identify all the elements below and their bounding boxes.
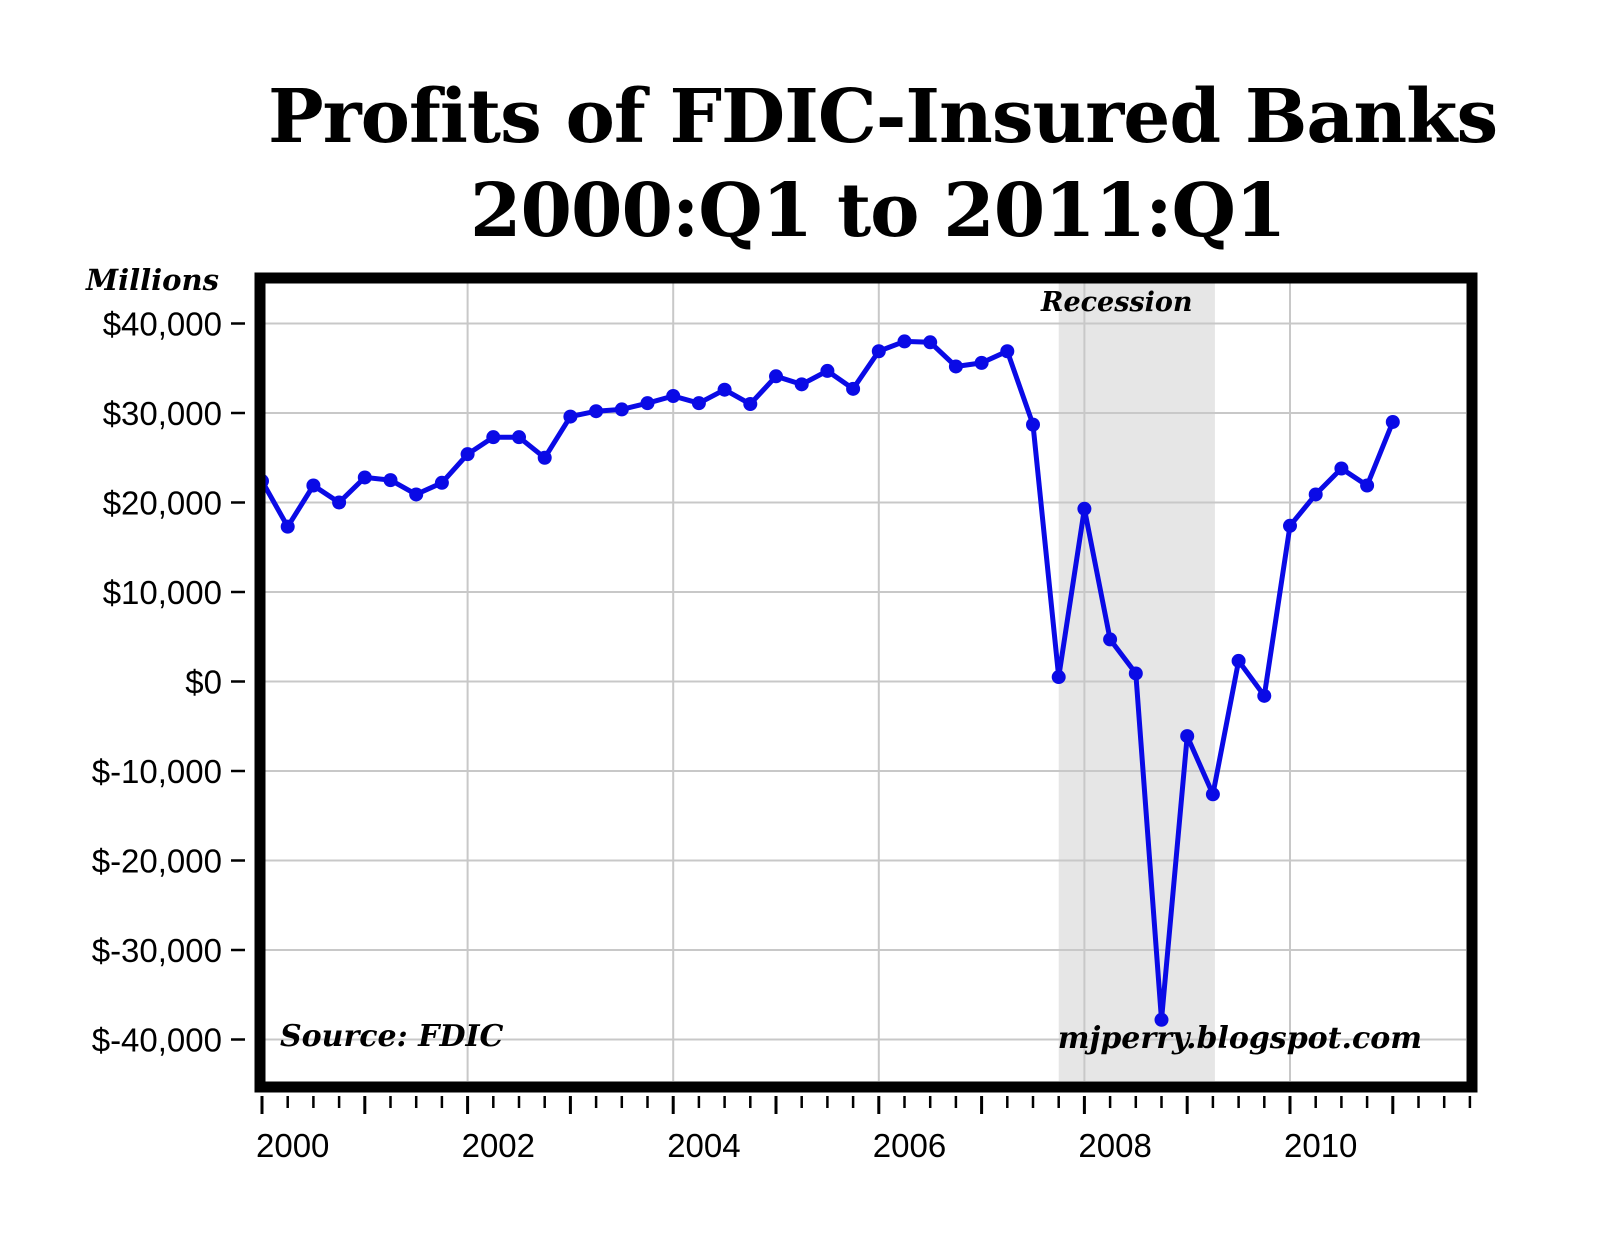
chart-title-line-1: Profits of FDIC-Insured Banks [268, 74, 1498, 160]
data-point-marker [743, 397, 758, 412]
y-tick-label: $10,000 [103, 574, 222, 611]
data-point-marker [871, 344, 886, 359]
data-point-marker [537, 450, 552, 465]
y-tick-label: $40,000 [103, 306, 222, 343]
y-tick-label: $20,000 [103, 485, 222, 522]
x-tick-label: 2004 [667, 1127, 740, 1164]
data-point-marker [794, 377, 809, 392]
data-point-marker [409, 487, 424, 502]
data-point-marker [1077, 501, 1092, 516]
data-point-marker [1334, 461, 1349, 476]
data-point-marker [1231, 653, 1246, 668]
data-point-marker [332, 495, 347, 510]
data-point-marker [1026, 417, 1040, 432]
data-point-marker [640, 396, 655, 411]
data-point-marker [948, 359, 963, 374]
data-point-marker [589, 404, 604, 419]
data-point-marker [923, 335, 938, 350]
data-point-marker [512, 430, 526, 445]
data-point-marker [974, 355, 989, 370]
x-tick-label: 2010 [1284, 1127, 1357, 1164]
data-point-marker [1128, 666, 1143, 681]
y-tick-label: $-20,000 [92, 843, 222, 880]
y-axis: $40,000 $30,000 $20,000 $10,000 $0 $-10,000 $-… [92, 306, 245, 1059]
recession-label: Recession [1040, 287, 1193, 318]
plot-frame [254, 272, 1478, 1093]
data-point-marker [1154, 1012, 1169, 1027]
y-tick-label: $-10,000 [92, 753, 222, 790]
y-tick-label: $-40,000 [92, 1022, 222, 1059]
watermark-label: mjperry.blogspot.com [1058, 1021, 1422, 1056]
source-label: Source: FDIC [280, 1019, 504, 1054]
x-tick-label: 2002 [462, 1127, 535, 1164]
data-point-marker [846, 381, 861, 396]
data-point-marker [897, 334, 912, 349]
data-point-marker [1180, 729, 1195, 744]
data-point-marker [460, 447, 475, 462]
data-point-marker [434, 475, 449, 490]
data-point-marker [1051, 670, 1066, 685]
x-tick-label: 2008 [1078, 1127, 1151, 1164]
data-point-marker [614, 402, 629, 417]
data-point-marker [1205, 787, 1220, 802]
data-point-marker [1308, 487, 1323, 502]
data-point-marker [1000, 344, 1015, 359]
data-point-marker [820, 363, 835, 378]
chart-title-line-2: 2000:Q1 to 2011:Q1 [470, 168, 1287, 254]
data-series [255, 334, 1400, 1027]
data-point-marker [717, 382, 732, 397]
x-axis: 2000 2002 2004 2006 2008 2010 [256, 1096, 1472, 1164]
gridlines [265, 283, 1466, 1081]
y-tick-label: $-30,000 [92, 932, 222, 969]
y-tick-label: $0 [185, 664, 222, 701]
data-point-marker [563, 409, 578, 424]
x-tick-label: 2006 [873, 1127, 946, 1164]
data-point-marker [769, 369, 783, 384]
data-point-marker [357, 470, 372, 485]
data-point-marker [486, 430, 501, 445]
data-point-marker [1103, 632, 1118, 647]
data-point-marker [1360, 478, 1375, 493]
y-tick-label: $30,000 [103, 395, 222, 432]
data-point-marker [666, 388, 681, 403]
data-point-marker [306, 478, 321, 493]
data-point-marker [1283, 518, 1297, 533]
data-point-marker [691, 396, 706, 411]
data-point-marker [280, 519, 295, 534]
data-point-marker [1385, 414, 1400, 429]
y-axis-units-label: Millions [85, 263, 219, 297]
data-point-marker [383, 473, 398, 488]
data-point-marker [1257, 688, 1272, 703]
x-tick-label: 2000 [256, 1127, 329, 1164]
